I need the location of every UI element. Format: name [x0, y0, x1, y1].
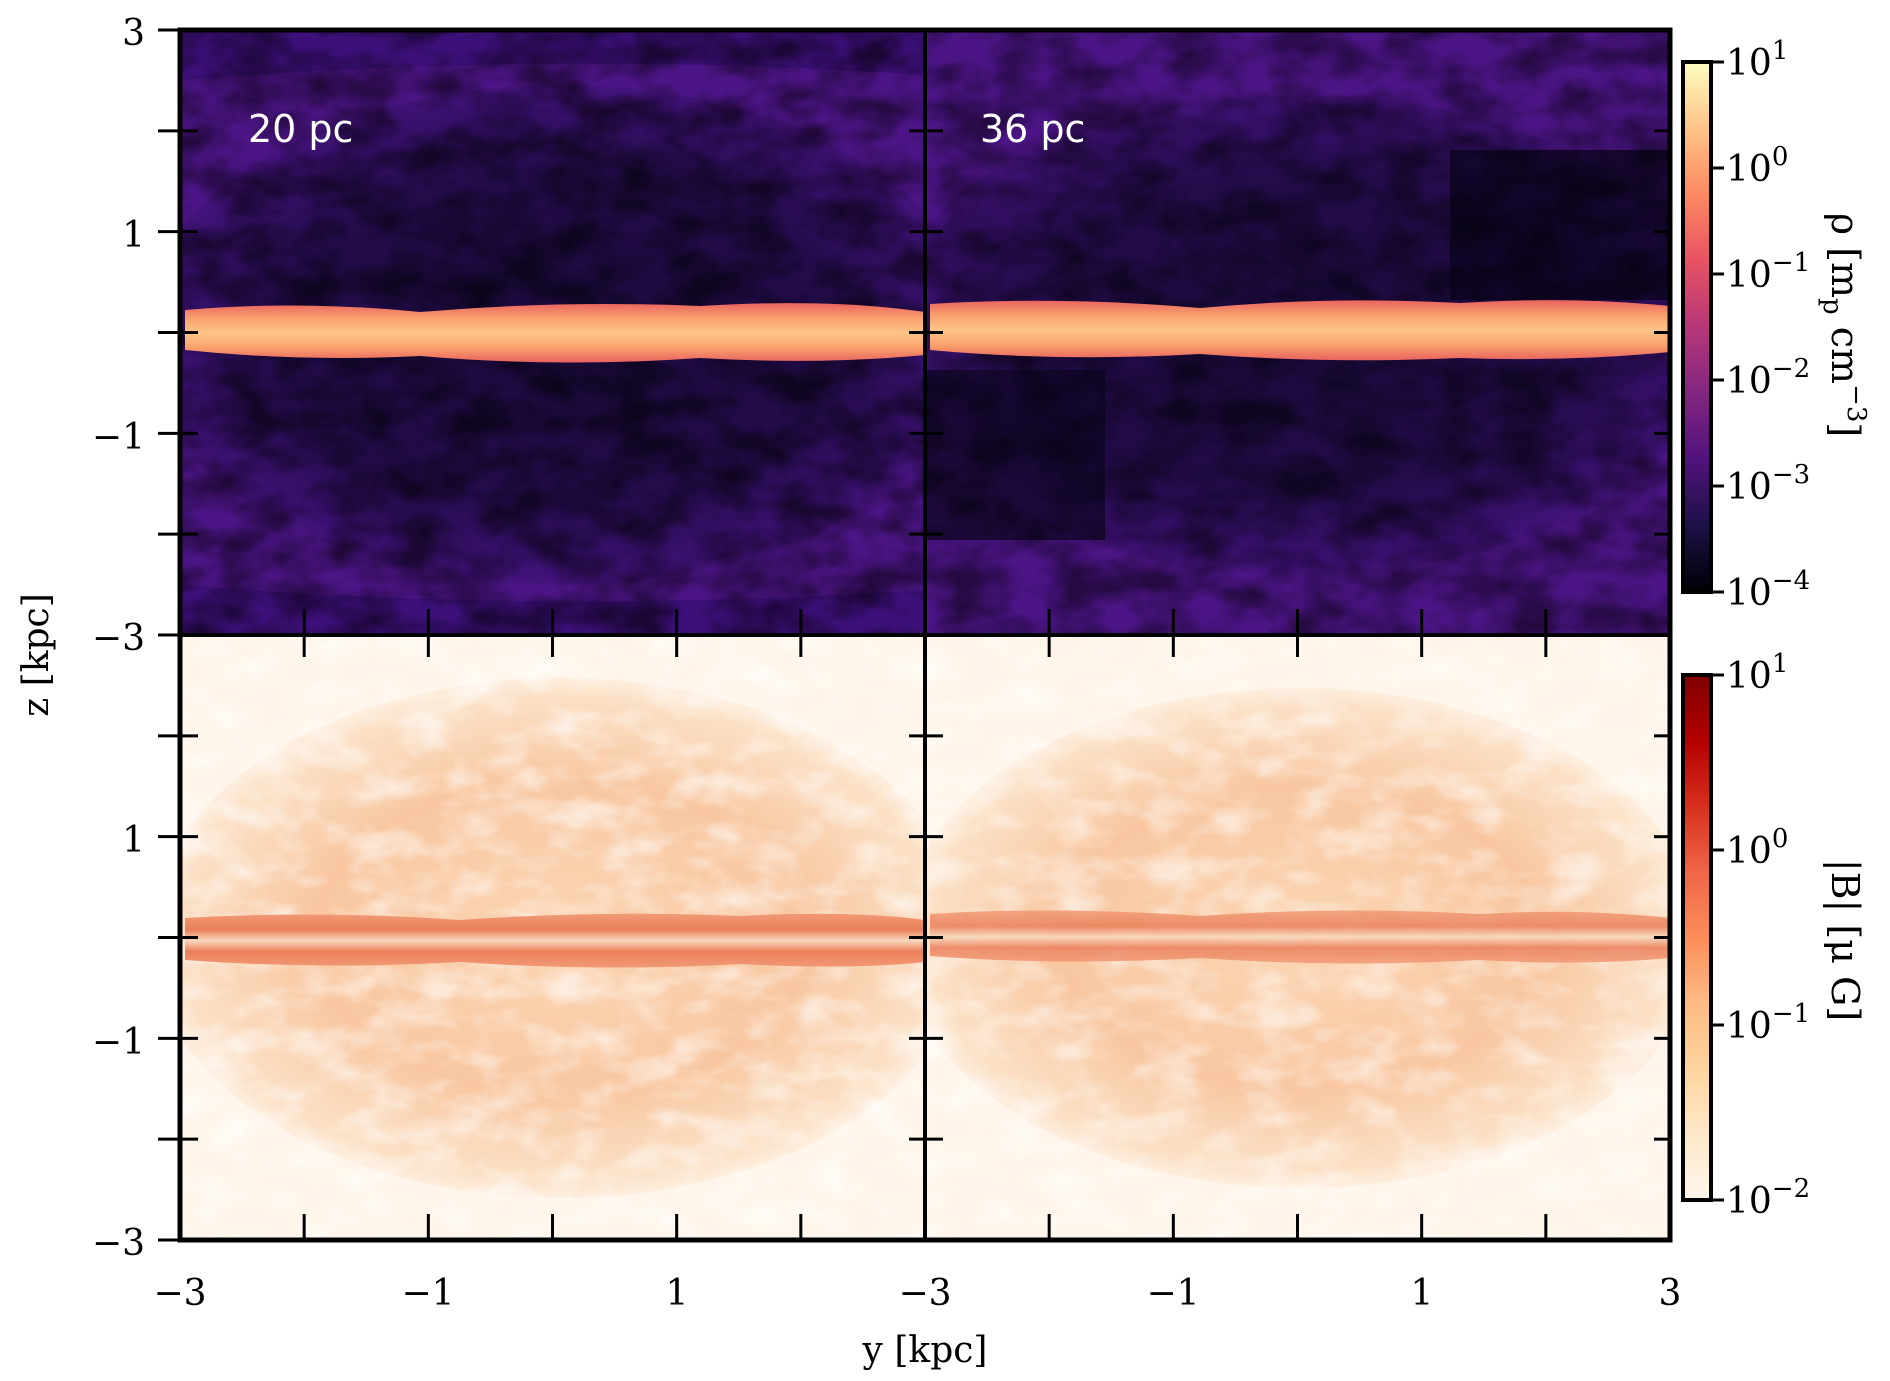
colorbar-tick-label: 10−4 [1726, 566, 1810, 614]
y-tick-label: −3 [92, 618, 145, 659]
magnetic-panel-36pc [925, 635, 1670, 1240]
colorbar-tick-label: 101 [1726, 36, 1788, 84]
panel-label-20pc: 20 pc [248, 107, 353, 151]
density-colorbar-title: ρ [mp cm−3] [1817, 213, 1871, 438]
colorbar-tick-label: 10−3 [1726, 460, 1810, 508]
x-tick-label: 1 [666, 1273, 689, 1314]
colorbar-tick-label: 10−2 [1726, 1174, 1810, 1222]
magnetic-colorbar-title: |B| [μ G] [1823, 859, 1867, 1021]
tick-marks [158, 28, 1672, 1242]
magnetic-disk [185, 913, 925, 968]
x-axis-title: y [kpc] [862, 1330, 988, 1371]
x-tick-label: −1 [1146, 1273, 1199, 1314]
x-tick-label: −3 [898, 1273, 951, 1314]
colorbar-tick-label: 100 [1726, 142, 1788, 190]
y-tick-label: 3 [122, 13, 145, 54]
y-tick-label: 1 [122, 820, 145, 861]
magnetic-colorbar [1681, 673, 1713, 1202]
density-colorbar [1681, 60, 1713, 594]
colorbar-tick-label: 100 [1726, 824, 1788, 872]
x-tick-label: −1 [401, 1273, 454, 1314]
density-colorbar-ticks: 101 100 10−1 10−2 10−3 10−4 [1711, 36, 1810, 614]
density-disk [930, 300, 1670, 361]
density-disk [185, 303, 925, 363]
density-panel-36pc [925, 30, 1670, 635]
x-tick-label: −3 [153, 1273, 206, 1314]
y-tick-label: −1 [92, 1022, 145, 1063]
magnetic-panel-20pc [180, 635, 925, 1240]
magnetic-disk [930, 910, 1670, 964]
panel-label-36pc: 36 pc [980, 107, 1085, 151]
y-tick-label: −3 [92, 1223, 145, 1264]
colorbar-tick-label: 101 [1726, 649, 1788, 697]
colorbar-tick-label: 10−1 [1726, 999, 1810, 1047]
magnetic-colorbar-ticks: 101 100 10−1 10−2 [1711, 649, 1810, 1222]
density-panel-20pc [180, 30, 925, 635]
x-tick-label: 3 [1659, 1273, 1682, 1314]
colorbar-tick-label: 10−2 [1726, 354, 1810, 402]
colorbar-tick-label: 10−1 [1726, 248, 1810, 296]
y-axis-title: z [kpc] [16, 593, 57, 717]
x-tick-label: 1 [1411, 1273, 1434, 1314]
y-tick-label: −1 [92, 417, 145, 458]
y-tick-label: 1 [122, 215, 145, 256]
